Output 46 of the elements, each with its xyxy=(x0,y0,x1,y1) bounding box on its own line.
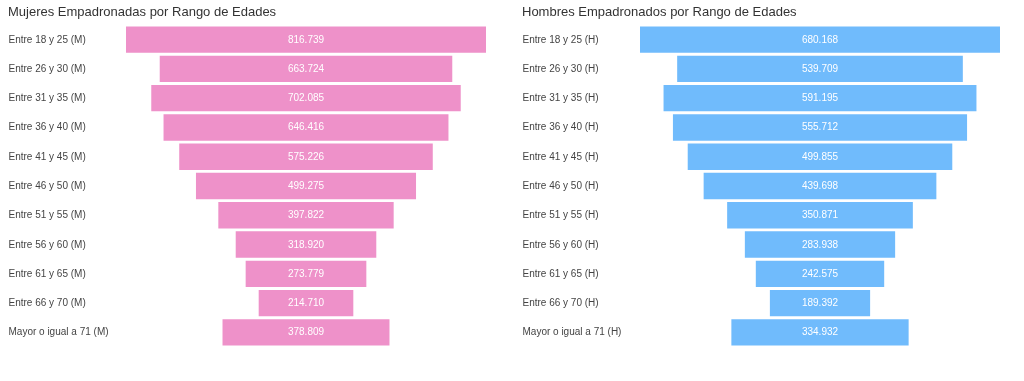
data-label: 499.275 xyxy=(287,180,325,191)
category-label: Entre 61 y 65 (H) xyxy=(522,267,599,279)
category-label: Entre 51 y 55 (M) xyxy=(8,209,86,221)
data-label: 702.085 xyxy=(287,92,325,104)
category-label: Entre 41 y 45 (H) xyxy=(522,150,599,162)
data-label: 283.938 xyxy=(801,238,839,250)
category-label: Entre 41 y 45 (M) xyxy=(8,150,86,162)
data-label: 242.575 xyxy=(801,267,839,279)
data-label: 591.195 xyxy=(801,92,839,104)
category-label: Entre 46 y 50 (H) xyxy=(522,180,599,191)
category-label: Entre 36 y 40 (M) xyxy=(8,121,86,133)
category-label: Entre 26 y 30 (M) xyxy=(8,62,86,74)
data-label: 663.724 xyxy=(287,62,325,74)
category-label: Entre 66 y 70 (H) xyxy=(522,297,599,309)
data-label: 350.871 xyxy=(801,209,839,221)
category-label: Entre 31 y 35 (M) xyxy=(8,92,86,104)
data-label: 189.392 xyxy=(801,297,839,309)
category-label: Entre 18 y 25 (M) xyxy=(8,33,86,45)
text: Mujeres Empadronadas por Rango de Edades xyxy=(8,4,277,19)
data-label: 214.710 xyxy=(287,297,325,309)
category-label: Entre 18 y 25 (H) xyxy=(522,33,599,45)
category-label: Entre 51 y 55 (H) xyxy=(522,209,599,221)
category-label: Entre 66 y 70 (M) xyxy=(8,297,86,309)
data-label: 816.739 xyxy=(287,33,325,45)
data-label: 575.226 xyxy=(287,150,325,162)
data-label: 334.932 xyxy=(801,326,839,338)
category-label: Entre 56 y 60 (M) xyxy=(8,238,86,250)
data-label: 555.712 xyxy=(801,121,839,133)
category-label: Mayor o igual a 71 (M) xyxy=(8,326,109,338)
data-label: 273.779 xyxy=(287,267,325,279)
category-label: Entre 31 y 35 (H) xyxy=(522,92,599,104)
data-label: 646.416 xyxy=(287,121,325,133)
category-label: Mayor o igual a 71 (H) xyxy=(522,326,622,338)
category-label: Entre 56 y 60 (H) xyxy=(522,238,599,250)
data-label: 378.809 xyxy=(287,326,325,338)
data-label: 680.168 xyxy=(801,33,839,45)
data-label: 318.920 xyxy=(287,238,325,250)
text: Hombres Empadronados por Rango de Edades xyxy=(522,4,798,19)
data-label: 499.855 xyxy=(801,150,839,162)
data-label: 439.698 xyxy=(801,180,839,191)
category-label: Entre 36 y 40 (H) xyxy=(522,121,599,133)
data-label: 397.822 xyxy=(287,209,325,221)
data-label: 539.709 xyxy=(801,62,839,74)
category-label: Entre 61 y 65 (M) xyxy=(8,267,86,279)
category-label: Entre 46 y 50 (M) xyxy=(8,180,86,191)
category-label: Entre 26 y 30 (H) xyxy=(522,62,599,74)
